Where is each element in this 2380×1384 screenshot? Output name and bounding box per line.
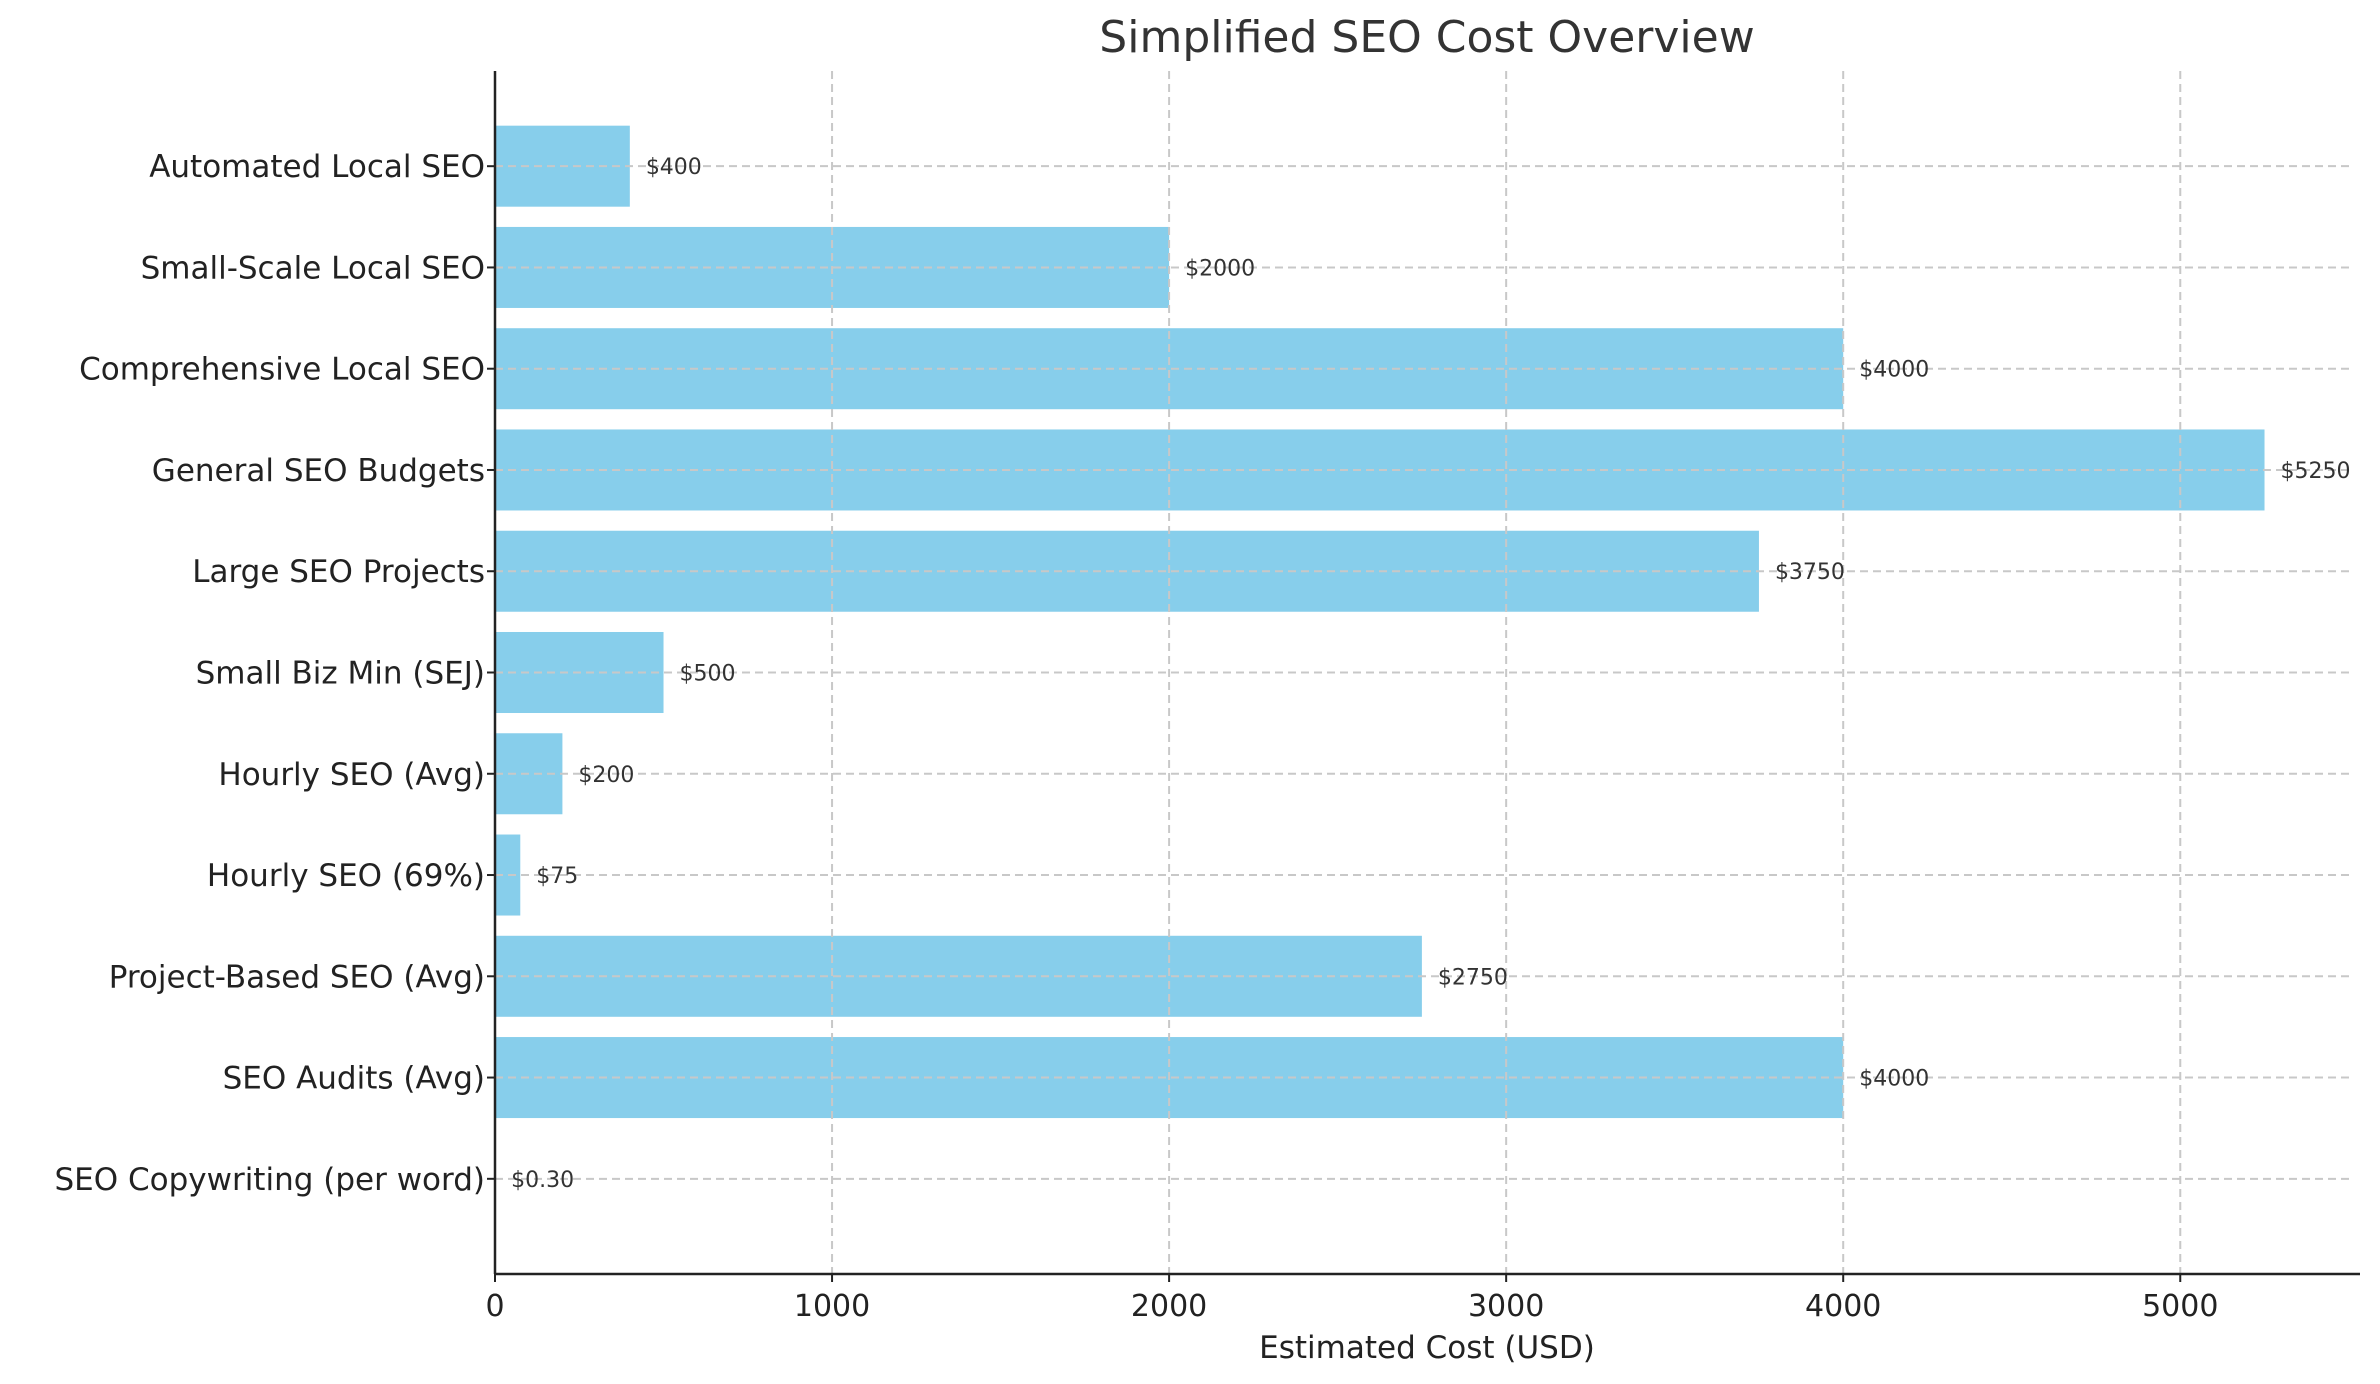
- data-label: $2000: [1185, 256, 1255, 281]
- y-tick-label: Small Biz Min (SEJ): [196, 656, 485, 692]
- y-tick-label: Hourly SEO (Avg): [218, 757, 485, 793]
- data-label: $400: [646, 155, 702, 180]
- y-tick-label: Automated Local SEO: [149, 149, 485, 185]
- x-axis-label: Estimated Cost (USD): [1259, 1330, 1595, 1366]
- x-tick-labels: 0 1000 2000 3000 4000 5000: [485, 1274, 2218, 1324]
- data-label: $2750: [1438, 965, 1508, 990]
- data-label: $4000: [1859, 358, 1929, 383]
- y-tick-labels: SEO Copywriting (per word) SEO Audits (Av…: [54, 149, 495, 1198]
- y-tick-label: Small-Scale Local SEO: [141, 250, 485, 286]
- chart-title: Simplified SEO Cost Overview: [1099, 12, 1754, 63]
- data-label: $5250: [2281, 459, 2351, 484]
- x-tick-label: 5000: [2142, 1289, 2218, 1324]
- y-tick-label: Large SEO Projects: [192, 554, 485, 590]
- x-tick-label: 4000: [1805, 1289, 1881, 1324]
- x-tick-label: 0: [485, 1289, 504, 1324]
- x-tick-label: 1000: [794, 1289, 870, 1324]
- y-tick-label: Project-Based SEO (Avg): [109, 959, 485, 995]
- y-tick-label: General SEO Budgets: [152, 453, 485, 489]
- x-tick-label: 2000: [1131, 1289, 1207, 1324]
- data-label: $4000: [1859, 1067, 1929, 1092]
- y-tick-label: Comprehensive Local SEO: [79, 352, 485, 388]
- data-label: $0.30: [511, 1168, 574, 1193]
- data-label: $500: [680, 662, 736, 687]
- x-tick-label: 3000: [1468, 1289, 1544, 1324]
- data-label: $200: [578, 763, 634, 788]
- data-label: $3750: [1775, 560, 1845, 585]
- y-tick-label: SEO Audits (Avg): [223, 1061, 485, 1097]
- y-tick-label: Hourly SEO (69%): [207, 858, 485, 894]
- data-label: $75: [536, 864, 578, 889]
- y-tick-label: SEO Copywriting (per word): [54, 1162, 485, 1198]
